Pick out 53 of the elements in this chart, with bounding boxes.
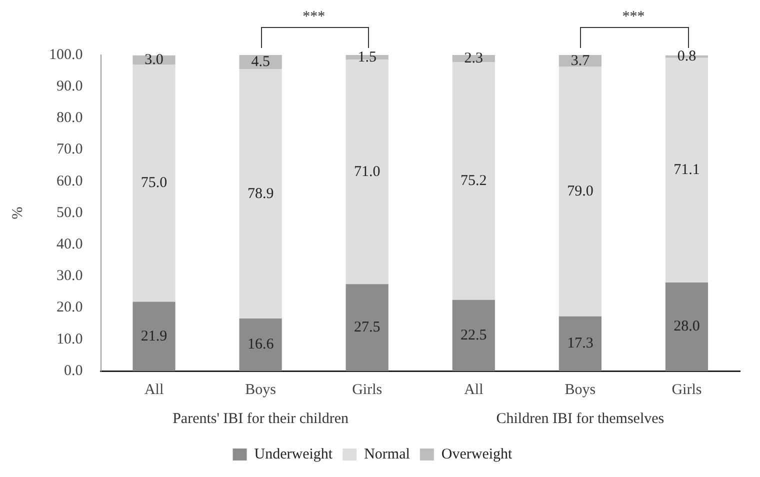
data-label: 78.9 xyxy=(247,186,274,202)
y-tick-label: 50.0 xyxy=(56,204,83,221)
data-label: 16.6 xyxy=(247,336,274,353)
data-label: 2.3 xyxy=(464,50,484,67)
bar xyxy=(558,316,602,371)
data-label: 27.5 xyxy=(354,319,380,336)
bar xyxy=(239,69,282,319)
y-tick-label: 100.0 xyxy=(49,46,83,63)
bar xyxy=(452,62,495,300)
data-label: 22.5 xyxy=(460,327,487,344)
y-tick-label: 0.0 xyxy=(64,362,83,379)
bar xyxy=(665,282,708,371)
data-label: 71.0 xyxy=(354,164,380,180)
y-tick-label: 20.0 xyxy=(56,300,83,316)
data-label: 75.0 xyxy=(140,175,168,192)
data-label: 75.2 xyxy=(460,173,487,190)
text: Children IBI for themselves xyxy=(496,411,664,428)
text: *** xyxy=(302,9,326,26)
bar xyxy=(132,64,176,302)
y-tick-label: 70.0 xyxy=(56,142,83,158)
text: *** xyxy=(622,9,645,26)
data-label: 3.7 xyxy=(570,52,590,69)
data-label: 4.5 xyxy=(251,54,270,70)
legend-label: Underweight xyxy=(254,446,334,462)
y-tick-label: 40.0 xyxy=(56,236,83,253)
legend-label: Normal xyxy=(364,446,410,462)
y-tick-label: 10.0 xyxy=(56,331,83,348)
bar xyxy=(132,302,176,371)
data-label: 21.9 xyxy=(140,328,168,344)
legend-label: Overweight xyxy=(441,446,514,462)
x-tick-label: Girls xyxy=(672,382,702,398)
x-tick-label: All xyxy=(464,382,484,398)
data-label: 3.0 xyxy=(144,52,164,68)
x-tick-label: All xyxy=(144,382,164,398)
data-label: 28.0 xyxy=(674,318,700,335)
bar xyxy=(452,300,495,371)
bar xyxy=(239,318,282,371)
data-label: 79.0 xyxy=(567,183,594,200)
data-label: 71.1 xyxy=(674,162,700,178)
bar xyxy=(558,66,602,316)
y-tick-label: 30.0 xyxy=(56,268,83,284)
text: Parents' IBI for their children xyxy=(172,411,349,428)
x-tick-label: Boys xyxy=(245,382,276,398)
data-label: 17.3 xyxy=(567,336,594,352)
bar xyxy=(346,284,388,371)
data-label: 1.5 xyxy=(358,49,376,66)
y-axis-title: % xyxy=(10,206,26,220)
data-label: 0.8 xyxy=(677,48,696,65)
y-tick-label: 90.0 xyxy=(56,78,83,95)
x-tick-label: Girls xyxy=(352,382,382,398)
y-tick-label: 60.0 xyxy=(56,173,83,190)
y-tick-label: 80.0 xyxy=(56,110,83,126)
x-tick-label: Boys xyxy=(564,382,596,398)
